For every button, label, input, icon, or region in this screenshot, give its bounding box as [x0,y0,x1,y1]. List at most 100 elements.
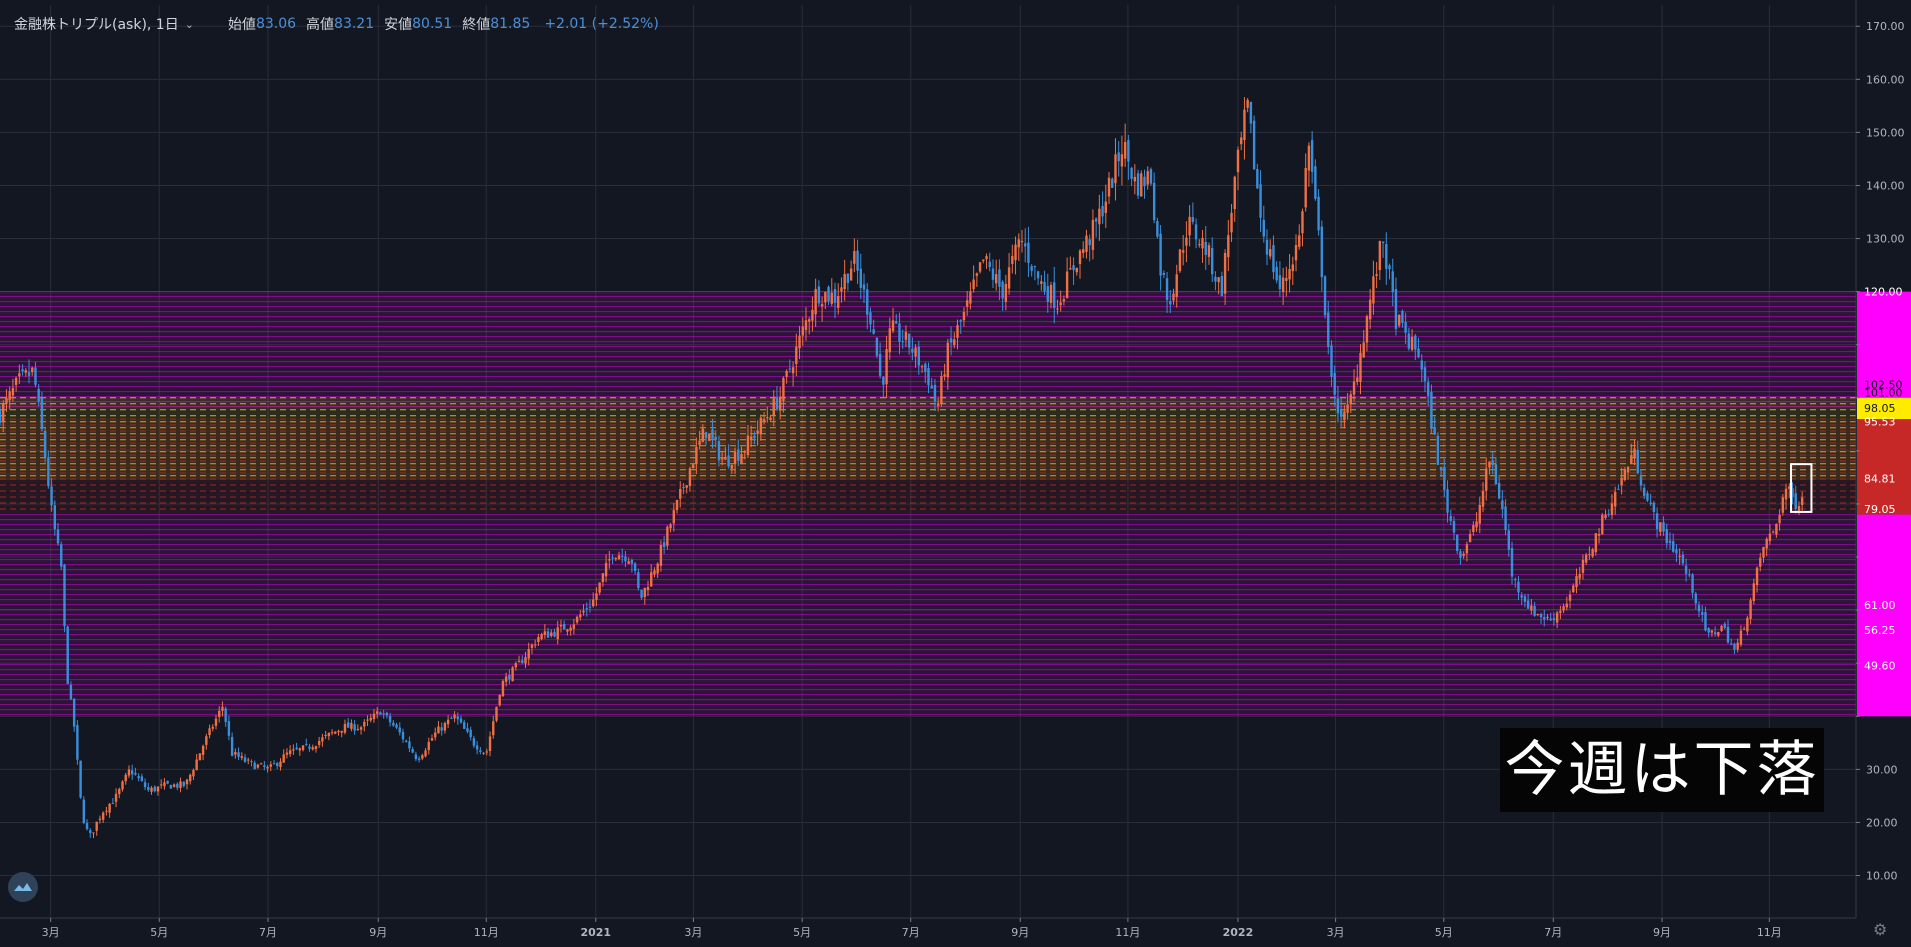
candle-body [1014,244,1017,261]
candle-body [1346,404,1349,413]
candle-body [998,269,1001,287]
candle-body [1691,574,1694,593]
candle-body [624,556,627,562]
symbol-title[interactable]: 金融株トリプル(ask), 1日 [14,17,179,33]
candle-body [1623,469,1627,480]
level-label: 120.00 [1864,286,1903,299]
candle-body [53,505,57,529]
candle-body [811,309,814,321]
candle-body [11,387,15,396]
candle-body [150,787,153,792]
candle-body [446,719,450,725]
y-tick-label: 170.00 [1866,20,1905,33]
gear-icon[interactable]: ⚙ [1873,920,1888,939]
candle-body [1236,149,1240,173]
candle-body [259,763,263,765]
candle-body [288,750,292,755]
candle-body [353,724,356,731]
candle-body [66,626,69,684]
candle-body [359,727,363,730]
candle-body [775,397,779,410]
candle-body [166,780,169,784]
candle-body [124,774,127,782]
candle-body [1285,278,1288,281]
candle-body [559,624,563,627]
candle-body [598,582,601,593]
candle-body [179,781,182,788]
candle-body [617,555,621,560]
candle-body [1343,411,1346,421]
candle-body [237,752,240,757]
candle-body [1662,522,1665,532]
y-tick-label: 150.00 [1866,126,1905,139]
candle-body [1420,360,1423,370]
chevron-down-icon[interactable]: ⌄ [184,17,194,31]
candle-body [846,273,850,284]
candle-body [243,757,247,762]
candle-body [530,644,534,648]
tradingview-logo-icon[interactable] [8,872,38,902]
candle-body [701,428,705,442]
candle-body [189,774,192,782]
candle-body [762,419,766,422]
candle-body [317,740,321,745]
candle-body [401,731,405,740]
candle-body [1152,182,1156,221]
price-axis[interactable]: 10.00 20.00 30.00 130.00 140.00 150.00 160.00 1… [1855,0,1911,947]
candle-body [791,367,795,374]
candle-body [1510,547,1514,577]
candle-body [1710,630,1714,633]
candle-body [517,660,521,663]
candle-body [1349,394,1353,405]
candle-body [1552,618,1556,621]
x-tick-label: 2022 [1223,926,1254,939]
candle-body [156,786,160,792]
candle-body [1668,540,1672,543]
candle-body [1378,241,1382,271]
candle-body [337,730,340,733]
candle-body [1639,476,1643,486]
candle-body [1017,239,1020,248]
candle-body [1643,487,1646,496]
candle-body [272,763,276,765]
candle-body [1056,308,1059,310]
candle-body [1223,252,1227,294]
candle-body [562,623,566,630]
candle-body [224,708,227,723]
candle-body [405,740,408,742]
candle-body [1701,612,1704,615]
candle-body [1356,377,1359,382]
time-axis[interactable]: 3月 5月 7月 9月 11月 2021 3月 5月 7月 9月 11月 2022 3月 5月 7月 9月 11… [0,917,1911,947]
candle-body [1062,299,1066,302]
candle-body [1365,316,1369,343]
candle-body [572,624,576,629]
candle-body [305,743,308,745]
candle-body [833,289,837,303]
candle-body [543,631,547,635]
candle-body [1733,643,1736,650]
candle-body [308,746,311,749]
candle-body [1201,238,1204,249]
candle-body [69,684,73,700]
candle-body [959,320,962,322]
close-label: 終値 [462,17,491,33]
candle-body [927,367,930,386]
candle-body [192,769,195,777]
candle-body [1797,506,1801,513]
candle-body [456,716,459,720]
candle-body [820,303,824,307]
candle-body [185,779,189,785]
candle-body [1352,381,1356,395]
candle-body [672,510,676,524]
candle-body [1078,250,1082,265]
candle-body [646,586,650,591]
candle-body [924,363,927,372]
candle-body [47,457,50,487]
candle-body [472,738,476,746]
candle-body [172,784,176,787]
candle-body [1088,239,1091,246]
candle-body [1094,218,1098,222]
candle-body [837,296,840,308]
candle-body [195,759,198,771]
